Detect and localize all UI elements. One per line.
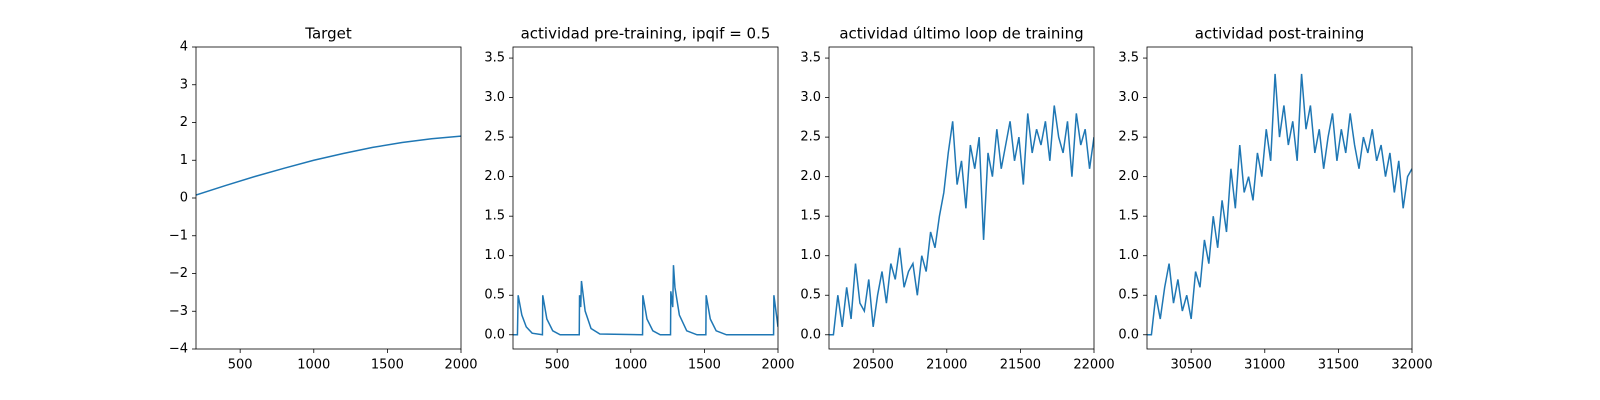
x-tick-label: 1500 [371, 358, 404, 373]
x-tick-label: 1000 [297, 358, 330, 373]
y-tick-label: 2.5 [484, 130, 505, 145]
x-tick-label: 2000 [444, 358, 477, 373]
y-tick-label: 0.5 [800, 288, 821, 303]
y-tick-label: −1 [169, 228, 188, 243]
y-tick-label: 3.0 [1118, 90, 1139, 105]
x-tick-label: 21500 [1000, 358, 1041, 373]
x-tick-label: 30500 [1170, 358, 1211, 373]
x-tick-label: 22000 [1073, 358, 1114, 373]
y-tick-label: 0 [180, 191, 188, 206]
x-tick-label: 500 [228, 358, 253, 373]
y-tick-label: 1.0 [484, 248, 505, 263]
axes-frame [828, 46, 1095, 350]
x-tick-label: 31500 [1318, 358, 1359, 373]
y-tick-label: 1.0 [1118, 248, 1139, 263]
x-tick-label: 500 [545, 358, 570, 373]
y-tick-label: 3.5 [484, 51, 505, 66]
chart-title: Target [304, 25, 352, 43]
y-tick-label: 3.0 [484, 90, 505, 105]
chart-title: actividad último loop de training [839, 25, 1083, 43]
y-tick-label: 1 [180, 153, 188, 168]
y-tick-label: 0.5 [1118, 288, 1139, 303]
x-tick-label: 1000 [614, 358, 647, 373]
y-tick-label: 2.0 [1118, 169, 1139, 184]
y-tick-label: 2.0 [800, 169, 821, 184]
axes-frame [512, 46, 779, 350]
y-tick-label: 0.5 [484, 288, 505, 303]
data-line [829, 105, 1094, 336]
y-tick-label: 2.5 [800, 130, 821, 145]
y-tick-label: −3 [169, 304, 188, 319]
x-tick-label: 32000 [1391, 358, 1432, 373]
axes-frame [195, 46, 462, 350]
y-tick-label: 2.5 [1118, 130, 1139, 145]
x-tick-label: 20500 [852, 358, 893, 373]
y-tick-label: 3.5 [1118, 51, 1139, 66]
x-tick-label: 21000 [926, 358, 967, 373]
x-tick-label: 2000 [761, 358, 794, 373]
y-tick-label: 1.5 [1118, 209, 1139, 224]
axes-frame [1146, 46, 1413, 350]
y-tick-label: 3.0 [800, 90, 821, 105]
y-tick-label: 2.0 [484, 169, 505, 184]
chart-title: actividad pre-training, ipqif = 0.5 [521, 25, 771, 43]
y-tick-label: 4 [180, 40, 188, 55]
y-tick-label: 1.0 [800, 248, 821, 263]
y-tick-label: 0.0 [484, 327, 505, 342]
y-tick-label: −4 [169, 342, 188, 357]
x-tick-label: 1500 [688, 358, 721, 373]
y-tick-label: 1.5 [484, 209, 505, 224]
y-tick-label: −2 [169, 266, 188, 281]
data-line [513, 265, 778, 336]
y-tick-label: 0.0 [800, 327, 821, 342]
chart-title: actividad post-training [1195, 25, 1364, 43]
x-tick-label: 31000 [1244, 358, 1285, 373]
y-tick-label: 1.5 [800, 209, 821, 224]
y-tick-label: 3 [180, 77, 188, 92]
y-tick-label: 0.0 [1118, 327, 1139, 342]
data-line [1147, 73, 1412, 336]
y-tick-label: 2 [180, 115, 188, 130]
y-tick-label: 3.5 [800, 51, 821, 66]
data-line [196, 135, 461, 196]
